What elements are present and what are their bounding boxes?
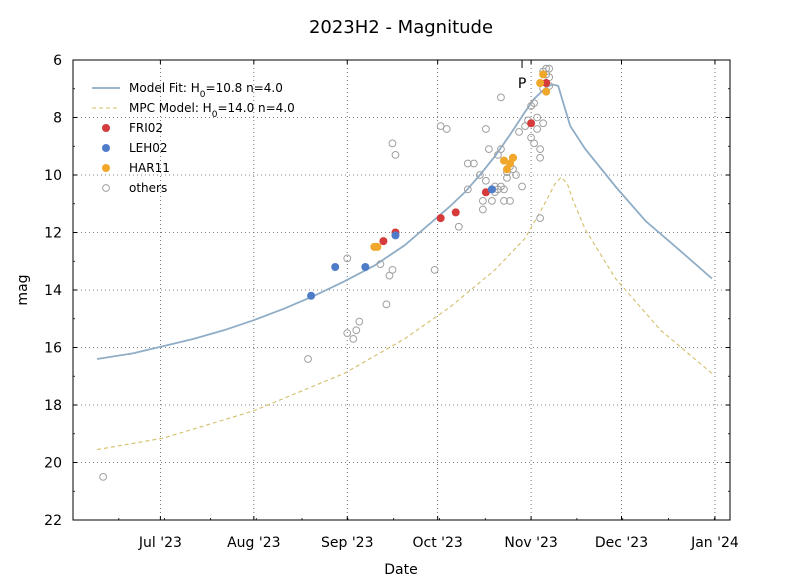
leh02-point bbox=[307, 291, 316, 300]
others-point bbox=[454, 222, 463, 231]
others-point bbox=[391, 150, 400, 159]
chart-title: 2023H2 - Magnitude bbox=[309, 17, 493, 38]
others-point bbox=[376, 260, 385, 269]
y-axis-label: mag bbox=[15, 274, 31, 305]
others-point bbox=[343, 254, 352, 263]
y-tick-label: 12 bbox=[44, 226, 62, 242]
model-fit-curve bbox=[96, 83, 713, 360]
others-point bbox=[99, 472, 108, 481]
y-tick-label: 22 bbox=[44, 513, 62, 529]
others-point bbox=[497, 93, 505, 102]
others-point bbox=[503, 173, 511, 182]
legend-label: others bbox=[129, 181, 167, 195]
x-tick-label: Dec '23 bbox=[595, 535, 648, 551]
x-tick-label: Aug '23 bbox=[227, 535, 280, 551]
legend-label: LEH02 bbox=[129, 141, 168, 155]
y-tick-label: 6 bbox=[53, 53, 62, 69]
others-point bbox=[497, 145, 505, 154]
others-point bbox=[469, 159, 478, 168]
fri02-point bbox=[542, 79, 551, 87]
leh02-point bbox=[361, 263, 370, 271]
others-point bbox=[512, 171, 520, 179]
x-tick-label: Jan '24 bbox=[690, 535, 739, 551]
perihelion-marker: P bbox=[518, 60, 526, 92]
y-tick-label: 8 bbox=[53, 111, 62, 127]
axis-ticks: Jul '23 Aug '23 Sep '23 Oct '23 Nov '23 Dec '… bbox=[44, 53, 739, 551]
others-point bbox=[500, 196, 508, 205]
har11-point bbox=[542, 87, 551, 96]
others-point bbox=[506, 196, 514, 205]
legend-label: Model Fit: H0=10.8 n=4.0 bbox=[129, 81, 283, 100]
others-point bbox=[475, 171, 484, 179]
har11-point bbox=[539, 70, 548, 79]
others-point bbox=[545, 64, 554, 73]
har11-point bbox=[509, 153, 518, 162]
y-tick-label: 18 bbox=[44, 398, 62, 414]
others-point bbox=[518, 182, 526, 191]
others-point bbox=[533, 113, 542, 122]
legend-label: FRI02 bbox=[129, 121, 163, 135]
fri02-point bbox=[527, 119, 536, 128]
others-point bbox=[304, 355, 312, 363]
legend-label: MPC Model: H0=14.0 n=4.0 bbox=[129, 101, 295, 120]
others-point bbox=[536, 153, 545, 162]
others-point bbox=[533, 125, 542, 133]
fri02-point bbox=[481, 188, 490, 197]
leh02-point bbox=[331, 263, 340, 271]
x-tick-label: Jul '23 bbox=[138, 535, 182, 551]
legend-label: HAR11 bbox=[129, 161, 170, 175]
x-axis-label: Date bbox=[384, 562, 417, 578]
y-tick-label: 20 bbox=[44, 456, 62, 472]
others-point bbox=[530, 139, 539, 148]
legend-swatch-fri02 bbox=[102, 124, 110, 132]
y-tick-label: 10 bbox=[44, 168, 62, 184]
others-point bbox=[488, 196, 496, 205]
others-point bbox=[442, 125, 451, 133]
others-point bbox=[530, 99, 539, 108]
others-point bbox=[536, 145, 545, 154]
y-tick-label: 14 bbox=[44, 283, 62, 299]
mpc-model-curve bbox=[97, 176, 713, 451]
grid bbox=[73, 60, 730, 520]
x-tick-label: Sep '23 bbox=[321, 535, 374, 551]
observation-points bbox=[99, 64, 554, 481]
others-point bbox=[388, 139, 397, 148]
others-point bbox=[463, 159, 472, 168]
legend-swatch-leh02 bbox=[102, 144, 110, 152]
others-point bbox=[355, 317, 364, 326]
har11-point bbox=[536, 79, 545, 87]
others-point bbox=[481, 125, 490, 133]
others-point bbox=[536, 214, 545, 223]
model-curves bbox=[96, 83, 713, 451]
others-point bbox=[478, 196, 487, 205]
legend-swatch-others bbox=[102, 184, 110, 192]
leh02-point bbox=[391, 231, 400, 240]
legend-swatch-har11 bbox=[102, 164, 110, 172]
y-tick-label: 16 bbox=[44, 341, 62, 357]
others-point bbox=[515, 127, 523, 136]
others-point bbox=[343, 329, 352, 338]
har11-point bbox=[499, 156, 508, 165]
others-point bbox=[430, 265, 439, 274]
others-point bbox=[478, 205, 487, 214]
fri02-point bbox=[436, 214, 445, 223]
others-point bbox=[539, 119, 548, 128]
others-point bbox=[481, 176, 490, 185]
x-tick-label: Nov '23 bbox=[504, 535, 557, 551]
others-point bbox=[500, 185, 508, 194]
others-point bbox=[484, 145, 493, 154]
others-point bbox=[463, 185, 472, 194]
others-point bbox=[352, 326, 361, 335]
others-point bbox=[382, 300, 391, 309]
others-point bbox=[349, 334, 358, 343]
fri02-point bbox=[379, 237, 388, 246]
perihelion-label: P bbox=[518, 76, 526, 92]
x-tick-label: Oct '23 bbox=[413, 535, 463, 551]
leh02-point bbox=[487, 185, 496, 194]
fri02-point bbox=[451, 208, 460, 217]
others-point bbox=[388, 265, 397, 274]
har11-point bbox=[373, 242, 382, 251]
